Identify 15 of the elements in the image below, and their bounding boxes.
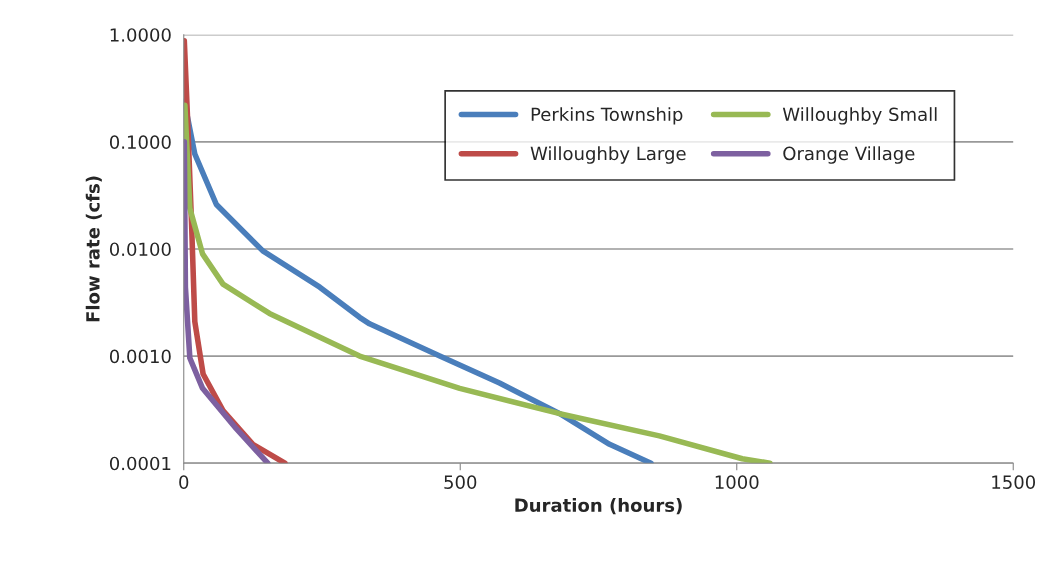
y-tick-label: 0.0010 <box>109 349 171 364</box>
y-tick-label: 1.0000 <box>110 28 171 42</box>
legend-label: Willoughby Large <box>530 146 686 164</box>
x-tick-label: 1000 <box>715 475 759 489</box>
x-tick-label: 500 <box>444 475 477 489</box>
y-tick-label: 0.0001 <box>109 456 171 471</box>
y-axis-title: Flow rate (cfs) <box>85 176 102 322</box>
x-axis-title: Duration (hours) <box>515 498 682 515</box>
y-tick-label: 0.0100 <box>109 242 171 257</box>
legend-label: Orange Village <box>783 146 915 164</box>
legend-label: Willoughby Small <box>782 107 937 125</box>
legend-label: Perkins Township <box>531 107 683 125</box>
x-tick-label: 1500 <box>992 475 1036 489</box>
x-tick-label: 0 <box>179 475 189 489</box>
y-tick-label: 0.1000 <box>109 135 171 149</box>
